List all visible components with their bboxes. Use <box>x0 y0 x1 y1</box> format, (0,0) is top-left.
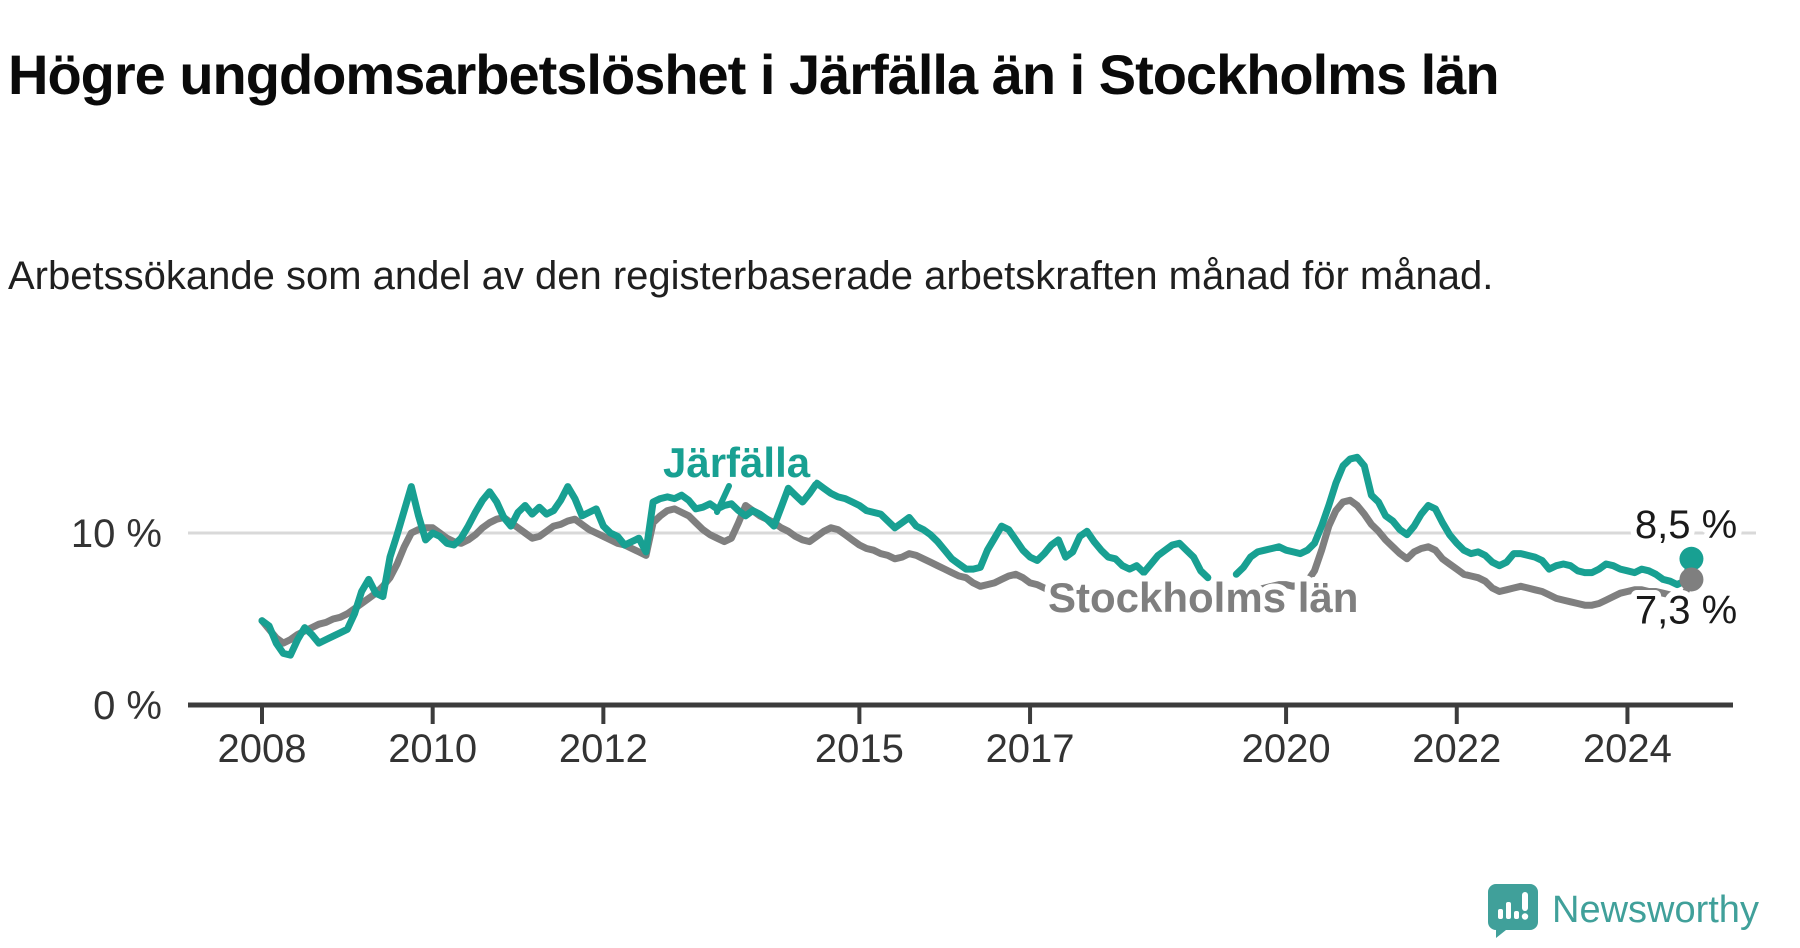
x-axis-label-2015: 2015 <box>815 727 904 771</box>
series-line-stockholms-lan <box>258 496 1695 647</box>
series-label-jarfalla-halo: Järfälla <box>663 439 811 486</box>
x-axis-label-2022: 2022 <box>1412 727 1501 771</box>
chart-subtitle: Arbetssökande som andel av den registerb… <box>8 254 1494 298</box>
y-axis-label-10: 10 % <box>71 512 162 556</box>
end-value-label-stockholms-lan-halo: 7,3 % <box>1635 588 1737 632</box>
x-axis-label-2024: 2024 <box>1583 727 1672 771</box>
x-axis-label-2010: 2010 <box>388 727 477 771</box>
series-line-jarfalla <box>258 453 1695 659</box>
jarfalla-label-leader <box>714 483 732 515</box>
end-dot-stockholms-lan <box>1679 567 1704 592</box>
end-value-label-stockholms-lan: 7,3 % <box>1635 588 1737 632</box>
y-axis-label-0: 0 % <box>93 684 162 728</box>
newsworthy-logo: Newsworthy <box>1488 882 1759 938</box>
page-title: Högre ungdomsarbetslöshet i Järfälla än … <box>8 42 1500 106</box>
bar-chart-speech-bubble-icon <box>1488 884 1538 938</box>
speech-bubble-shape <box>1488 884 1538 938</box>
end-value-label-jarfalla-halo: 8,5 % <box>1635 503 1737 547</box>
brand-name: Newsworthy <box>1552 888 1759 931</box>
x-axis-label-2020: 2020 <box>1242 727 1331 771</box>
series-label-stockholms-lan: Stockholms län <box>1048 574 1358 621</box>
series-label-stockholms-lan-halo: Stockholms län <box>1048 574 1358 621</box>
x-axis-label-2017: 2017 <box>986 727 1075 771</box>
x-axis-label-2012: 2012 <box>559 727 648 771</box>
x-axis-label-2008: 2008 <box>218 727 307 771</box>
end-dot-jarfalla <box>1679 546 1704 571</box>
end-value-label-jarfalla: 8,5 % <box>1635 503 1737 547</box>
series-label-jarfalla: Järfälla <box>663 439 811 486</box>
